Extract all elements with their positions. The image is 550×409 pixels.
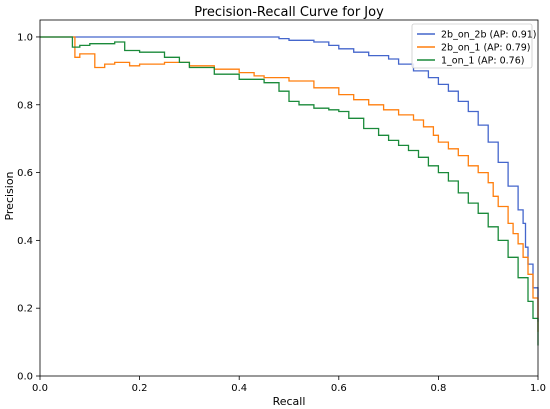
axes-layer: 0.0 0.2 0.4 0.6 0.8 1.0 0.0 0.2 0.4 0.6 0.8 1.0 — [17, 19, 546, 394]
x-tick-label: 0.6 — [331, 383, 347, 394]
x-tick-label: 0.4 — [231, 383, 247, 394]
chart-title: Precision-Recall Curve for Joy — [194, 5, 384, 20]
legend: 2b_on_2b (AP: 0.91) 2b_on_1 (AP: 0.79) 1_o… — [411, 23, 537, 69]
legend-label-0: 2b_on_2b (AP: 0.91) — [441, 30, 537, 41]
legend-box — [411, 23, 533, 69]
x-tick-label: 0.8 — [430, 383, 446, 394]
x-tick-label: 0.2 — [132, 383, 148, 394]
series-line-1 — [40, 36, 539, 332]
series-layer — [40, 36, 539, 346]
plot-frame — [39, 19, 539, 377]
y-tick-label: 1.0 — [17, 32, 33, 43]
y-tick-label: 0.0 — [17, 372, 33, 383]
x-tick-label: 0.0 — [32, 383, 48, 394]
legend-label-1: 2b_on_1 (AP: 0.79) — [441, 43, 531, 54]
y-tick-label: 0.8 — [17, 100, 33, 111]
y-tick-label: 0.2 — [17, 304, 33, 315]
y-tick-label: 0.4 — [17, 236, 33, 247]
legend-label-2: 1_on_1 (AP: 0.76) — [441, 56, 524, 67]
x-axis-label: Recall — [273, 395, 306, 408]
series-line-2 — [40, 36, 539, 346]
series-line-0 — [40, 36, 539, 322]
x-tick-label: 1.0 — [530, 383, 546, 394]
y-tick-label: 0.6 — [17, 168, 33, 179]
y-axis-label: Precision — [3, 171, 16, 220]
